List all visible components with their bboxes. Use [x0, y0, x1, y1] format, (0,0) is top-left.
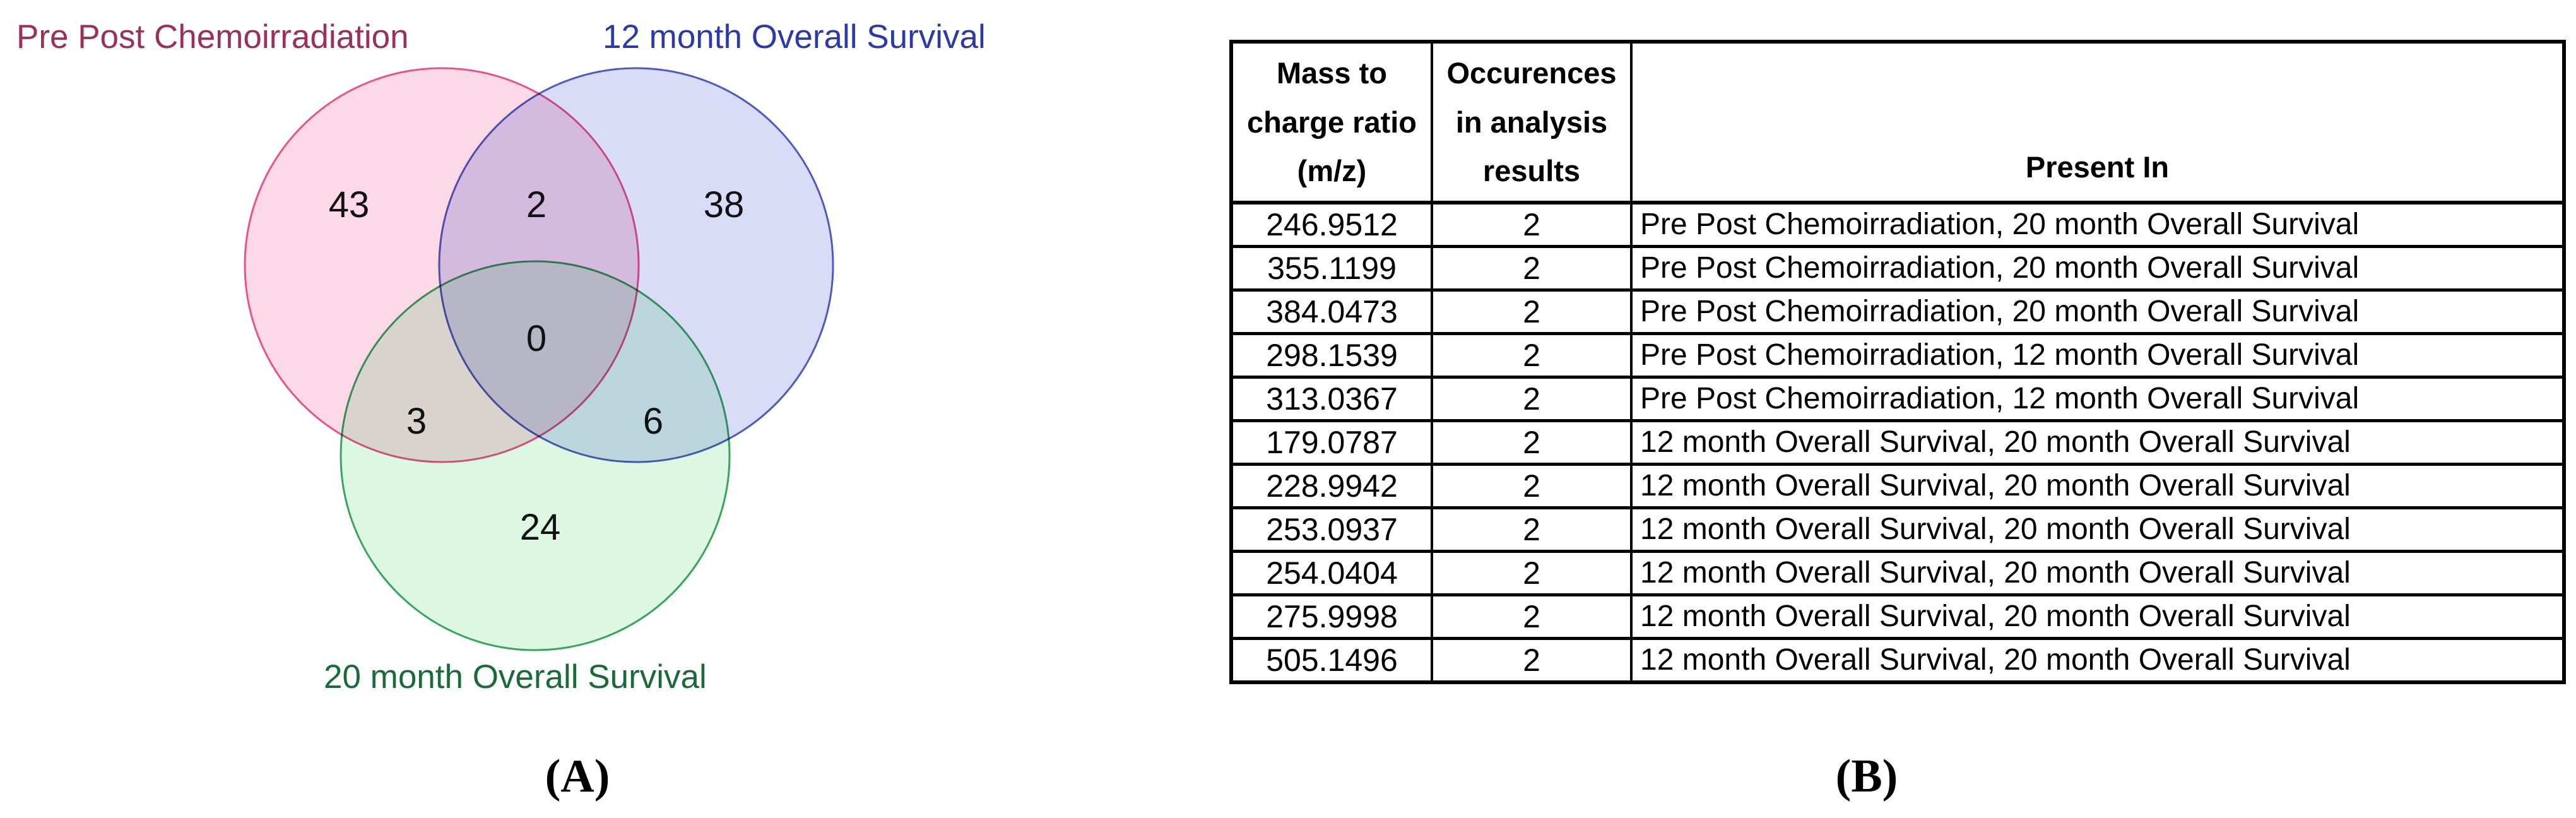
- occurrences-cell: 2: [1431, 331, 1633, 379]
- venn-set-label-12-month-overall-survival: 12 month Overall Survival: [603, 18, 986, 56]
- present-in-cell: Pre Post Chemoirradiation, 20 month Over…: [1630, 288, 2565, 335]
- venn-count-pre-post-only: 43: [329, 184, 370, 225]
- mz-cell: 254.0404: [1230, 549, 1433, 596]
- header-mass-to-charge-ratio: Mass to charge ratio (m/z): [1230, 40, 1433, 204]
- table-row: 254.0404 2 12 month Overall Survival, 20…: [1230, 549, 2565, 596]
- table-row: 384.0473 2 Pre Post Chemoirradiation, 20…: [1230, 288, 2565, 335]
- table-row: 179.0787 2 12 month Overall Survival, 20…: [1230, 418, 2565, 466]
- venn-count-12-month-and-20-month: 6: [643, 401, 663, 442]
- venn-panel: Pre Post Chemoirradiation 12 month Overa…: [0, 0, 986, 818]
- present-in-cell: Pre Post Chemoirradiation, 12 month Over…: [1630, 331, 2565, 379]
- venn-count-pre-post-and-12-month: 2: [526, 184, 547, 225]
- panel-a-letter: (A): [545, 750, 610, 802]
- mz-cell: 505.1496: [1230, 636, 1433, 684]
- present-in-cell: 12 month Overall Survival, 20 month Over…: [1630, 506, 2565, 553]
- occurrences-cell: 2: [1431, 506, 1633, 553]
- mz-cell: 228.9942: [1230, 462, 1433, 509]
- occurrences-cell: 2: [1431, 288, 1633, 335]
- table-row: 246.9512 2 Pre Post Chemoirradiation, 20…: [1230, 201, 2565, 248]
- present-in-cell: 12 month Overall Survival, 20 month Over…: [1630, 636, 2565, 684]
- table-row: 275.9998 2 12 month Overall Survival, 20…: [1230, 593, 2565, 640]
- venn-circle-20-month-overall-survival: [340, 260, 731, 651]
- venn-count-pre-post-and-20-month: 3: [406, 401, 427, 442]
- venn-diagram: 43 2 38 0 3 6 24: [244, 67, 834, 651]
- header-present-in: Present In: [1630, 40, 2565, 204]
- present-in-cell: 12 month Overall Survival, 20 month Over…: [1630, 418, 2565, 466]
- table-row: 298.1539 2 Pre Post Chemoirradiation, 12…: [1230, 331, 2565, 379]
- panel-b-letter: (B): [1835, 750, 1898, 802]
- occurrences-cell: 2: [1431, 636, 1633, 684]
- mz-cell: 253.0937: [1230, 506, 1433, 553]
- results-table: Mass to charge ratio (m/z) Occurences in…: [1229, 40, 2566, 684]
- occurrences-cell: 2: [1431, 375, 1633, 422]
- venn-set-label-20-month-overall-survival: 20 month Overall Survival: [324, 658, 707, 696]
- mz-cell: 298.1539: [1230, 331, 1433, 379]
- venn-count-all-three: 0: [526, 318, 547, 359]
- present-in-cell: Pre Post Chemoirradiation, 20 month Over…: [1630, 201, 2565, 248]
- table-row: 313.0367 2 Pre Post Chemoirradiation, 12…: [1230, 375, 2565, 422]
- occurrences-cell: 2: [1431, 549, 1633, 596]
- occurrences-cell: 2: [1431, 201, 1633, 248]
- occurrences-cell: 2: [1431, 462, 1633, 509]
- table-row: 355.1199 2 Pre Post Chemoirradiation, 20…: [1230, 244, 2565, 292]
- present-in-cell: 12 month Overall Survival, 20 month Over…: [1630, 593, 2565, 640]
- table-row: 253.0937 2 12 month Overall Survival, 20…: [1230, 506, 2565, 553]
- present-in-cell: 12 month Overall Survival, 20 month Over…: [1630, 462, 2565, 509]
- present-in-cell: Pre Post Chemoirradiation, 20 month Over…: [1630, 244, 2565, 292]
- present-in-cell: 12 month Overall Survival, 20 month Over…: [1630, 549, 2565, 596]
- present-in-cell: Pre Post Chemoirradiation, 12 month Over…: [1630, 375, 2565, 422]
- mz-cell: 275.9998: [1230, 593, 1433, 640]
- venn-count-12-month-only: 38: [704, 184, 745, 225]
- table-row: 505.1496 2 12 month Overall Survival, 20…: [1230, 636, 2565, 684]
- venn-set-label-pre-post-chemoirradiation: Pre Post Chemoirradiation: [16, 18, 409, 56]
- occurrences-cell: 2: [1431, 244, 1633, 292]
- mz-cell: 179.0787: [1230, 418, 1433, 466]
- venn-count-20-month-only: 24: [520, 507, 561, 548]
- results-table-header: Mass to charge ratio (m/z) Occurences in…: [1230, 40, 2565, 204]
- mz-cell: 313.0367: [1230, 375, 1433, 422]
- header-occurences: Occurences in analysis results: [1431, 40, 1633, 204]
- occurrences-cell: 2: [1431, 418, 1633, 466]
- mz-cell: 246.9512: [1230, 201, 1433, 248]
- table-row: 228.9942 2 12 month Overall Survival, 20…: [1230, 462, 2565, 509]
- mz-cell: 355.1199: [1230, 244, 1433, 292]
- mz-cell: 384.0473: [1230, 288, 1433, 335]
- occurrences-cell: 2: [1431, 593, 1633, 640]
